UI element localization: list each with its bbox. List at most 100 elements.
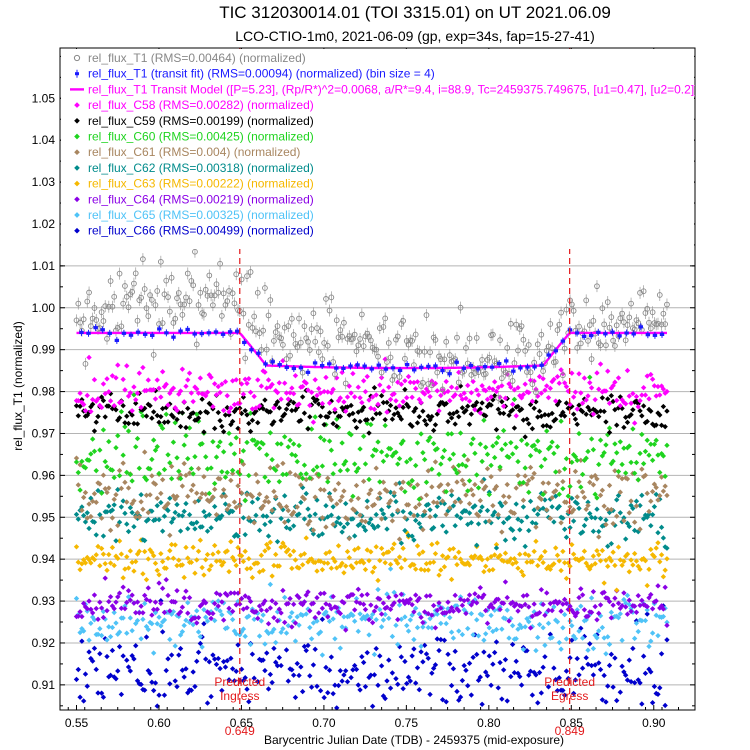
data-point bbox=[662, 567, 668, 573]
data-point bbox=[290, 441, 297, 447]
data-point bbox=[249, 574, 256, 581]
data-point bbox=[420, 659, 426, 665]
binned-point bbox=[461, 366, 466, 370]
data-point bbox=[193, 341, 200, 348]
data-point bbox=[502, 550, 509, 556]
data-point bbox=[518, 518, 525, 525]
data-point bbox=[242, 497, 248, 504]
data-point bbox=[563, 668, 570, 674]
data-point bbox=[105, 303, 112, 310]
data-point bbox=[360, 378, 367, 384]
data-point bbox=[395, 461, 401, 467]
data-point bbox=[75, 413, 81, 419]
data-point bbox=[551, 519, 557, 525]
data-point bbox=[590, 553, 597, 559]
data-point bbox=[368, 421, 374, 428]
data-point bbox=[400, 398, 406, 405]
data-point bbox=[400, 318, 406, 324]
data-point bbox=[131, 524, 137, 530]
data-point bbox=[592, 396, 598, 403]
data-point bbox=[402, 658, 408, 665]
data-point bbox=[375, 586, 381, 593]
data-point bbox=[653, 545, 659, 551]
data-point bbox=[319, 463, 326, 469]
y-tick-label: 1.03 bbox=[32, 175, 56, 189]
data-point bbox=[437, 356, 444, 362]
data-point bbox=[599, 697, 606, 703]
data-point bbox=[567, 524, 573, 531]
data-point bbox=[220, 617, 227, 623]
data-point bbox=[292, 472, 299, 478]
data-point bbox=[398, 654, 405, 660]
data-point bbox=[463, 395, 469, 402]
data-point bbox=[493, 440, 500, 446]
data-point bbox=[224, 625, 230, 631]
data-point bbox=[463, 463, 469, 469]
data-point bbox=[274, 389, 281, 396]
data-point bbox=[547, 424, 553, 430]
data-point bbox=[649, 630, 656, 636]
data-point bbox=[430, 499, 437, 505]
data-point bbox=[350, 493, 356, 499]
data-point bbox=[133, 397, 139, 403]
data-point bbox=[212, 480, 218, 487]
data-point bbox=[380, 458, 387, 464]
legend-label: rel_flux_C66 (RMS=0.00499) (normalized) bbox=[88, 224, 314, 238]
data-point bbox=[570, 518, 577, 524]
data-point bbox=[165, 555, 171, 562]
data-point bbox=[465, 597, 471, 603]
binned-point bbox=[518, 366, 523, 370]
data-point bbox=[439, 454, 446, 461]
data-point bbox=[536, 448, 543, 455]
binned-point bbox=[496, 361, 502, 366]
data-point bbox=[339, 529, 345, 535]
data-point bbox=[210, 610, 216, 617]
data-point bbox=[506, 454, 512, 461]
data-point bbox=[324, 342, 331, 349]
data-point bbox=[491, 552, 498, 558]
data-point bbox=[402, 488, 408, 495]
data-point bbox=[124, 657, 130, 663]
data-point bbox=[384, 452, 390, 459]
data-point bbox=[357, 446, 363, 452]
legend-label: rel_flux_C58 (RMS=0.00282) (normalized) bbox=[88, 98, 314, 112]
data-point bbox=[601, 503, 607, 509]
data-point bbox=[373, 544, 379, 550]
data-point bbox=[124, 413, 130, 419]
data-point bbox=[502, 500, 509, 506]
data-point bbox=[430, 440, 437, 447]
data-point bbox=[289, 407, 295, 414]
data-point bbox=[429, 612, 435, 618]
data-point bbox=[459, 631, 466, 638]
data-point bbox=[316, 471, 322, 478]
data-point bbox=[429, 670, 435, 676]
data-point bbox=[124, 630, 130, 636]
data-point bbox=[637, 450, 643, 457]
data-point bbox=[493, 388, 500, 395]
data-point bbox=[626, 597, 632, 603]
data-point bbox=[174, 455, 180, 461]
data-point bbox=[610, 549, 616, 555]
data-point bbox=[438, 482, 444, 488]
data-point bbox=[133, 514, 139, 520]
data-point bbox=[258, 383, 265, 389]
data-point bbox=[579, 529, 586, 535]
data-point bbox=[549, 504, 555, 510]
data-point bbox=[287, 390, 293, 396]
data-point bbox=[332, 371, 338, 378]
data-point bbox=[425, 381, 432, 387]
data-point bbox=[498, 375, 505, 382]
data-point bbox=[398, 485, 405, 492]
data-point bbox=[278, 504, 284, 510]
data-point bbox=[82, 408, 89, 414]
data-point bbox=[517, 527, 523, 533]
data-point bbox=[445, 554, 451, 560]
data-point bbox=[113, 407, 119, 413]
data-point bbox=[165, 419, 171, 425]
data-point bbox=[233, 602, 239, 608]
data-point bbox=[109, 507, 116, 513]
data-point bbox=[161, 513, 168, 519]
data-point bbox=[570, 394, 577, 400]
data-point bbox=[660, 535, 667, 541]
data-point bbox=[576, 594, 582, 601]
